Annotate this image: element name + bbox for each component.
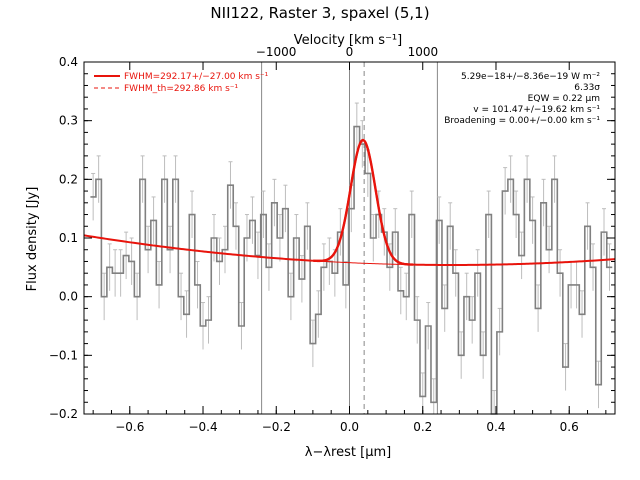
plot-marks: −0.6 −0.4 −0.2 0.0 0.2 0.4 0.6 −0.2 −0.1 0.0 0.1 0.… <box>49 45 616 434</box>
x-tick-label-1: −0.4 <box>188 420 217 434</box>
x-tick-label-5: 0.4 <box>486 420 505 434</box>
y-tick-label-4: 0.2 <box>59 172 78 186</box>
annotations: 5.29e−18+/−8.36e−19 W m⁻² 6.33σ EQW = 0.… <box>444 72 600 126</box>
y-tick-label-6: 0.4 <box>59 55 78 69</box>
spectrum-step-line <box>90 125 613 415</box>
y-tick-label-5: 0.3 <box>59 114 78 128</box>
top-tick-label-1: 0 <box>346 45 354 59</box>
x-tick-label-3: 0.0 <box>340 420 359 434</box>
y-tick-label-2: 0.0 <box>59 290 78 304</box>
annotation-sigma: 6.33σ <box>574 83 600 93</box>
top-tick-label-0: −1000 <box>256 45 297 59</box>
y-tick-label-1: −0.1 <box>49 348 78 362</box>
top-axis-label: Velocity [km s⁻¹] <box>294 33 402 48</box>
annotation-broadening: Broadening = 0.00+/−0.00 km s⁻¹ <box>444 116 600 126</box>
top-tick-label-2: 1000 <box>408 45 439 59</box>
x-tick-label-2: −0.2 <box>262 420 291 434</box>
x-axis-label: λ−λrest [μm] <box>305 445 391 460</box>
y-tick-label-3: 0.1 <box>59 231 78 245</box>
y-axis-label: Flux density [Jy] <box>25 187 40 292</box>
annotation-velocity: v = 101.47+/−19.62 km s⁻¹ <box>473 105 600 115</box>
fit-gaussian-line <box>313 138 413 266</box>
legend-label-fwhm: FWHM=292.17+/−27.00 km s⁻¹ <box>124 72 269 82</box>
y-tick-label-0: −0.2 <box>49 407 78 421</box>
annotation-flux: 5.29e−18+/−8.36e−19 W m⁻² <box>461 72 600 82</box>
chart-title: NII122, Raster 3, spaxel (5,1) <box>210 4 429 22</box>
legend-label-fwhm-th: FWHM_th=292.86 km s⁻¹ <box>124 84 239 94</box>
annotation-eqw: EQW = 0.22 μm <box>528 94 600 104</box>
x-tick-label-0: −0.6 <box>115 420 144 434</box>
legend: FWHM=292.17+/−27.00 km s⁻¹ FWHM_th=292.8… <box>94 72 269 94</box>
x-tick-label-6: 0.6 <box>560 420 579 434</box>
x-tick-label-4: 0.2 <box>413 420 432 434</box>
